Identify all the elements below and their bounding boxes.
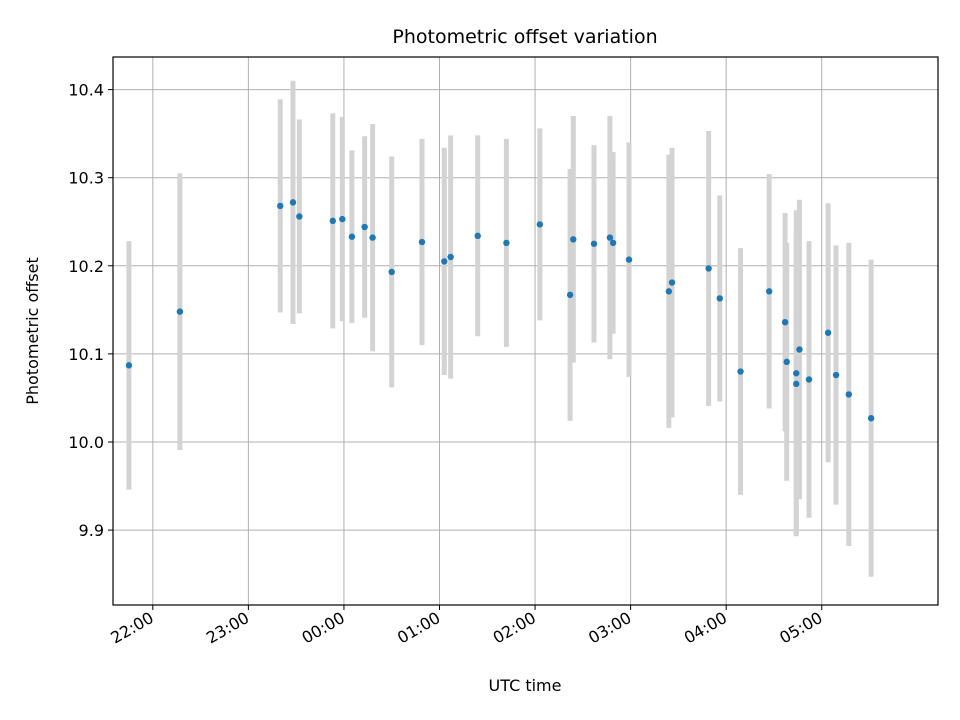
- data-point: [609, 239, 617, 247]
- data-point: [474, 232, 481, 240]
- plot-frame: [112, 56, 939, 606]
- data-point: [845, 391, 853, 398]
- data-point: [125, 362, 133, 369]
- x-tick-label: 22:00: [107, 608, 156, 648]
- data-point: [418, 238, 426, 246]
- x-tick-label: 03:00: [585, 608, 634, 648]
- data-point: [566, 291, 574, 299]
- error-bars: [126, 80, 874, 577]
- chart-title: Photometric offset variation: [392, 26, 657, 48]
- data-point: [348, 233, 356, 240]
- x-axis-label: UTC time: [489, 676, 562, 695]
- grid: [113, 57, 938, 605]
- data-point: [824, 329, 832, 336]
- data-point: [665, 288, 673, 295]
- data-point: [388, 268, 395, 276]
- data-point: [503, 239, 510, 247]
- y-tick-label: 10.0: [68, 433, 104, 452]
- y-tick-label: 10.2: [68, 257, 104, 276]
- data-point: [793, 380, 800, 388]
- x-tick-label: 23:00: [203, 608, 252, 648]
- data-point: [329, 217, 336, 225]
- x-axis: 22:00 23:00 00:00 01:00 02:00 03:00 04:00 05:00: [107, 605, 826, 648]
- data-point: [590, 240, 598, 247]
- x-tick-label: 05:00: [776, 608, 825, 648]
- data-point: [447, 253, 454, 261]
- data-point: [793, 370, 800, 377]
- data-point: [339, 215, 346, 223]
- data-point: [570, 236, 577, 243]
- data-point: [289, 199, 297, 206]
- data-point: [737, 368, 744, 375]
- data-point: [796, 346, 803, 353]
- data-point: [716, 295, 724, 302]
- y-tick-label: 10.3: [68, 169, 104, 188]
- data-point: [296, 213, 303, 220]
- data-point: [765, 288, 773, 295]
- data-point: [536, 221, 544, 228]
- y-axis-label: Photometric offset: [23, 257, 42, 405]
- y-tick-label: 10.1: [68, 345, 104, 364]
- data-point: [361, 223, 368, 231]
- data-point: [805, 376, 813, 383]
- data-point: [625, 256, 633, 263]
- x-tick-label: 04:00: [681, 608, 730, 648]
- x-tick-label: 00:00: [299, 608, 348, 648]
- data-point: [867, 415, 875, 422]
- y-tick-label: 10.4: [68, 81, 104, 100]
- data-point: [176, 308, 184, 315]
- data-point: [441, 258, 448, 265]
- x-tick-label: 02:00: [490, 608, 539, 648]
- data-point: [783, 358, 790, 366]
- x-tick-label: 01:00: [394, 608, 443, 648]
- data-points: [125, 199, 875, 422]
- data-point: [705, 265, 712, 272]
- data-point: [277, 202, 284, 210]
- y-tick-label: 9.9: [79, 521, 104, 540]
- data-point: [668, 279, 676, 286]
- y-axis: 9.9 10.0 10.1 10.2 10.3 10.4: [68, 81, 113, 540]
- data-point: [606, 234, 614, 241]
- data-point: [781, 318, 789, 326]
- data-point: [832, 371, 840, 379]
- data-point: [369, 234, 376, 241]
